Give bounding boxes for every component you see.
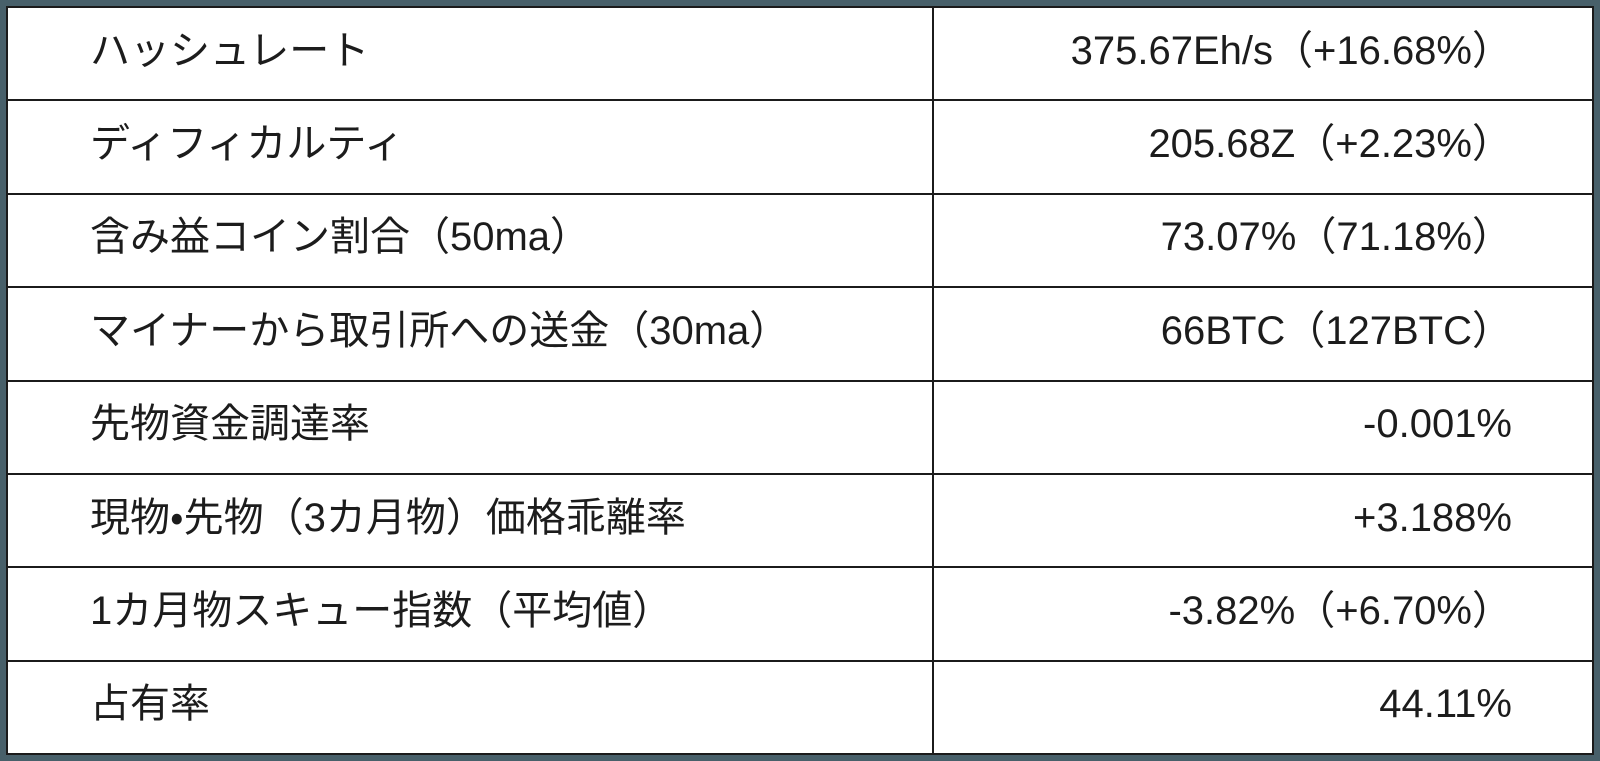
- table-row: 1カ月物スキュー指数（平均値） -3.82%（+6.70%）: [6, 566, 1595, 662]
- metric-label-skew-index: 1カ月物スキュー指数（平均値）: [6, 566, 934, 662]
- table-row: 含み益コイン割合（50ma） 73.07%（71.18%）: [6, 192, 1595, 289]
- metric-value-miner-to-exchange: 66BTC（127BTC）: [931, 286, 1595, 382]
- table-row: 先物資金調達率 -0.001%: [6, 379, 1595, 475]
- metric-value-skew-index: -3.82%（+6.70%）: [931, 566, 1595, 662]
- crypto-metrics-table: ハッシュレート 375.67Eh/s（+16.68%） ディフィカルティ 205…: [6, 5, 1595, 756]
- metric-value-difficulty: 205.68Z（+2.23%）: [931, 99, 1595, 195]
- table-row: マイナーから取引所への送金（30ma） 66BTC（127BTC）: [6, 286, 1595, 382]
- metric-value-spot-futures-basis: +3.188%: [931, 472, 1595, 569]
- table-row: ハッシュレート 375.67Eh/s（+16.68%）: [6, 5, 1595, 102]
- metric-value-profit-coin-ratio: 73.07%（71.18%）: [931, 192, 1595, 289]
- metric-label-hashrate: ハッシュレート: [6, 5, 934, 102]
- metric-label-miner-to-exchange: マイナーから取引所への送金（30ma）: [6, 286, 934, 382]
- metric-label-spot-futures-basis: 現物・先物（3カ月物）価格乖離率: [6, 472, 934, 569]
- metric-label-difficulty: ディフィカルティ: [6, 99, 934, 195]
- metric-label-funding-rate: 先物資金調達率: [6, 379, 934, 475]
- metric-label-profit-coin-ratio: 含み益コイン割合（50ma）: [6, 192, 934, 289]
- metric-label-dominance: 占有率: [6, 659, 934, 756]
- metric-value-funding-rate: -0.001%: [931, 379, 1595, 475]
- metric-value-hashrate: 375.67Eh/s（+16.68%）: [931, 5, 1595, 102]
- table-row: 占有率 44.11%: [6, 659, 1595, 756]
- metric-value-dominance: 44.11%: [931, 659, 1595, 756]
- table-row: ディフィカルティ 205.68Z（+2.23%）: [6, 99, 1595, 195]
- table-row: 現物・先物（3カ月物）価格乖離率 +3.188%: [6, 472, 1595, 569]
